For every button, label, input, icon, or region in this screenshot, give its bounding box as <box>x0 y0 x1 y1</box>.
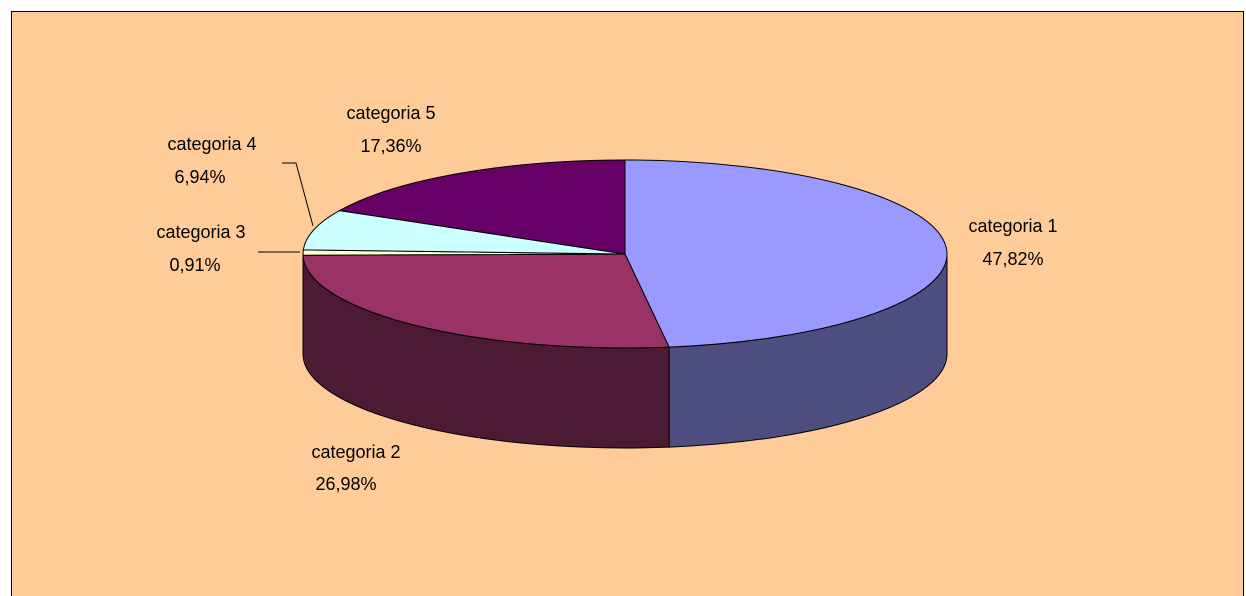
pie-slice-categoria-2 <box>302 253 670 349</box>
label-categoria-1: categoria 1 47,82% <box>968 216 1057 269</box>
label-categoria-5: categoria 5 17,36% <box>346 103 435 156</box>
pie-slice-categoria-5 <box>337 159 626 255</box>
category-label: categoria 5 <box>346 103 435 123</box>
label-categoria-3: categoria 3 0,91% <box>156 222 245 275</box>
category-label: categoria 2 <box>311 442 400 462</box>
leader-line-4 <box>282 162 314 227</box>
percent-label: 26,98% <box>315 474 376 494</box>
percent-label: 0,91% <box>169 255 220 275</box>
category-label: categoria 1 <box>968 216 1057 236</box>
percent-label: 6,94% <box>174 167 225 187</box>
percent-label: 47,82% <box>982 249 1043 269</box>
leader-lines <box>258 162 314 253</box>
category-label: categoria 4 <box>167 134 256 154</box>
pie-slice-categoria-1 <box>624 159 948 348</box>
pie-slice-categoria-4 <box>302 210 626 255</box>
pie-tops <box>302 159 948 349</box>
category-label: categoria 3 <box>156 222 245 242</box>
percent-label: 17,36% <box>360 136 421 156</box>
label-categoria-4: categoria 4 6,94% <box>167 134 256 187</box>
label-categoria-2: categoria 2 26,98% <box>311 442 400 494</box>
